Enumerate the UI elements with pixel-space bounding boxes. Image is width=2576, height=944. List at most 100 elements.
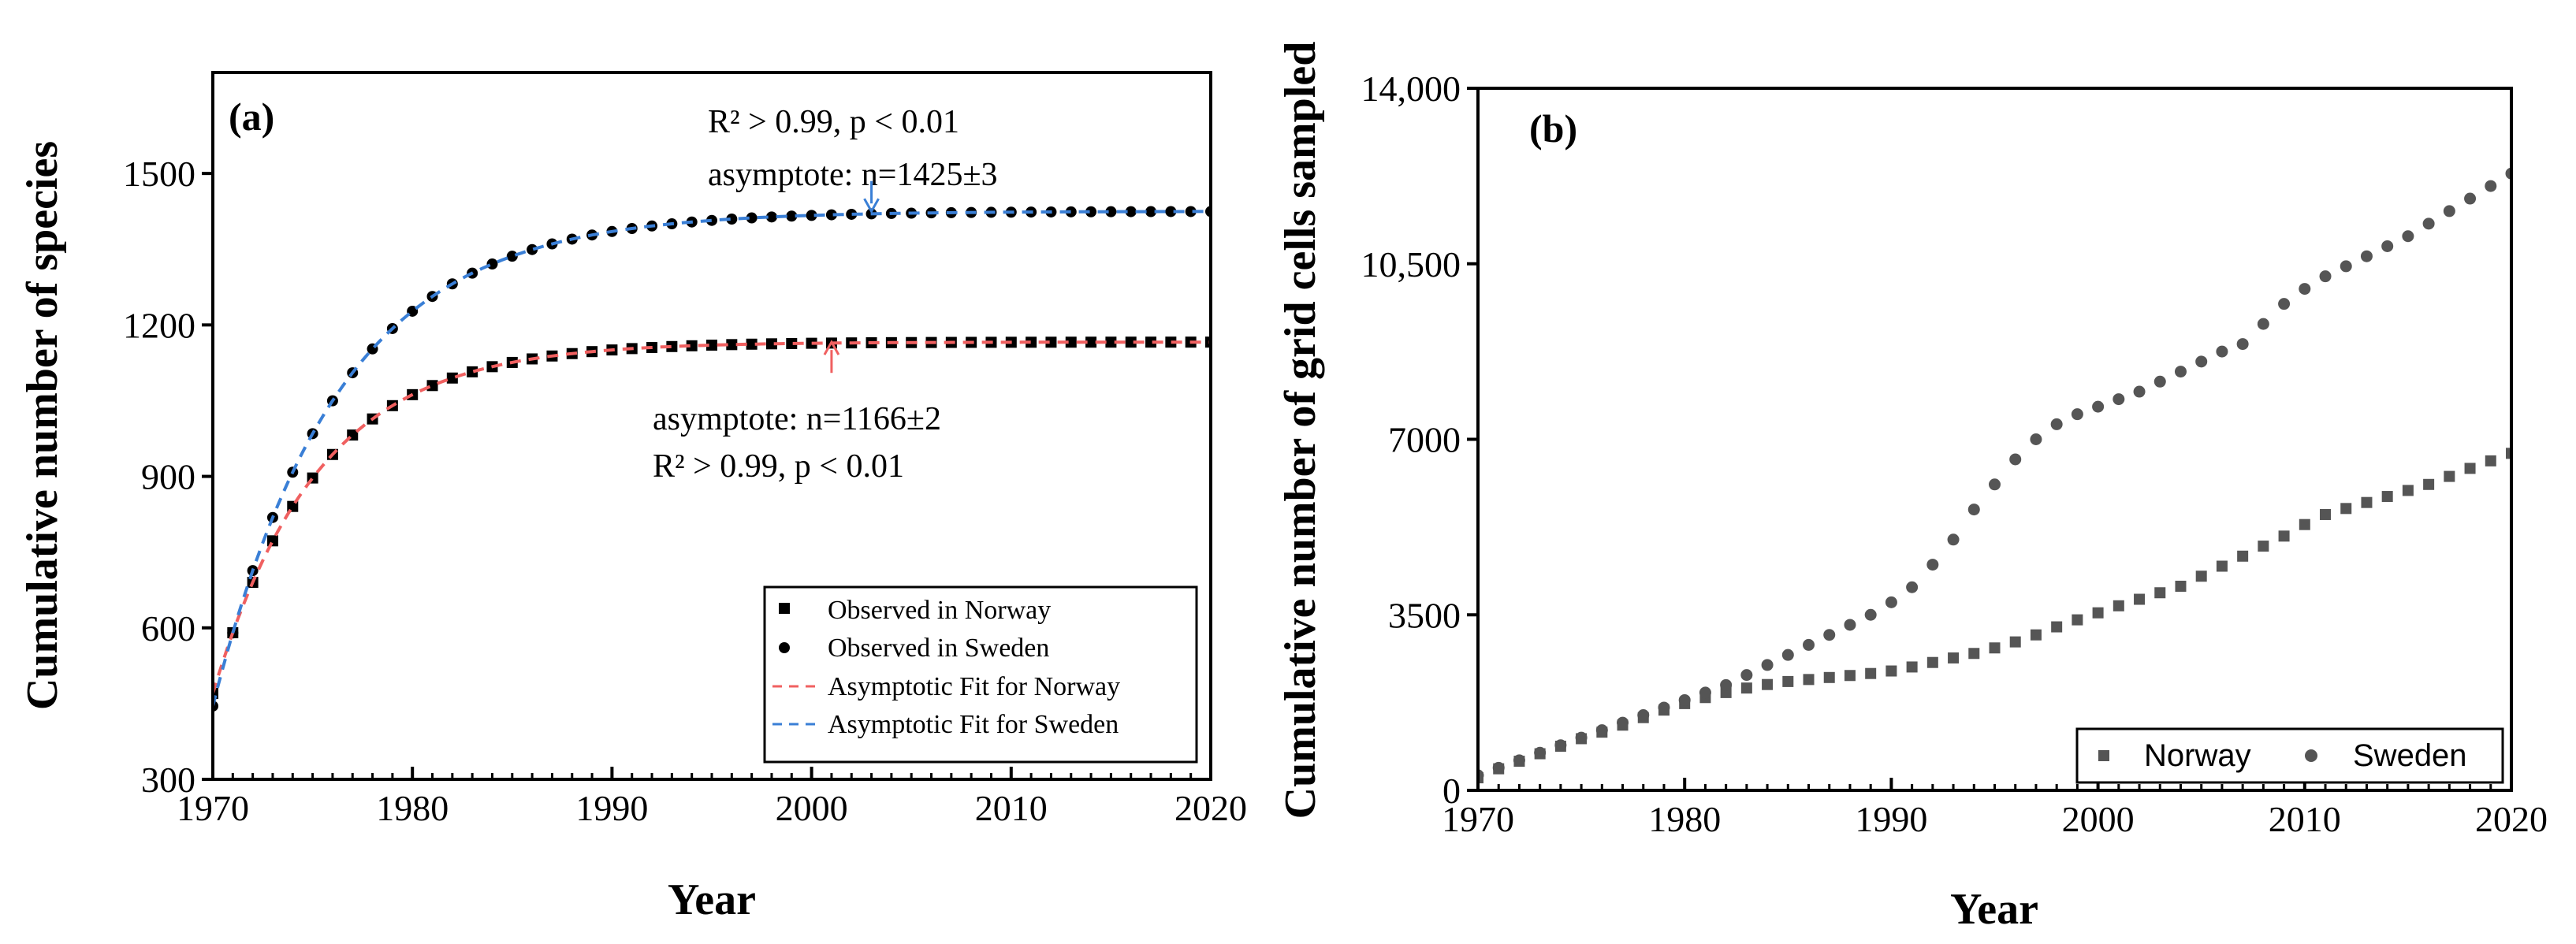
panel-a-y-tick-label: 1500	[123, 154, 195, 194]
sweden-grid-cells-point	[1678, 693, 1691, 706]
norway-grid-cells-point	[2258, 541, 2269, 552]
panel-a-ticks: 1970 1980 1990 2000 2010 2020 300 600 900 1200 150…	[123, 154, 1247, 828]
sweden-grid-cells-point	[2422, 217, 2435, 230]
sweden-observed-point	[1065, 206, 1077, 217]
norway-observed-point	[1205, 336, 1211, 348]
sweden-grid-cells-point	[2195, 355, 2208, 368]
panel-a-axes-frame	[211, 71, 1212, 781]
panel-a-legend-box	[763, 585, 1198, 764]
norway-observed-point	[467, 366, 478, 377]
sweden-grid-cells-point	[1823, 629, 1836, 641]
sweden-fit-line	[213, 210, 1211, 707]
sweden-observed-point	[506, 251, 518, 262]
panel-b-x-tick-label: 2010	[2269, 799, 2341, 839]
sweden-grid-cells-point	[2464, 192, 2477, 205]
panel-b-axes-frame	[1476, 87, 2513, 792]
panel-b-x-tick-label: 1990	[1855, 799, 1927, 839]
sweden-observed-point	[765, 211, 777, 223]
sweden-grid-cells-point	[1947, 533, 1960, 546]
norway-observed-point	[266, 535, 278, 547]
panel-a: 1970 1980 1990 2000 2010 2020 300 600 900 1200 150…	[18, 71, 1247, 924]
panel-a-x-tick-label: 1990	[575, 788, 648, 828]
sweden-grid-cells-point	[2319, 270, 2332, 283]
sweden-grid-cells-point	[1761, 659, 1774, 671]
norway-grid-cells-point	[2506, 448, 2511, 459]
sweden-grid-cells-point	[1534, 746, 1547, 759]
panel-a-x-tick-label: 2000	[776, 788, 848, 828]
panel-a-y-tick-label: 300	[141, 760, 195, 800]
norway-grid-cells-point	[2402, 485, 2414, 496]
norway-observed-point	[1045, 336, 1057, 348]
norway-asymptote-arrow	[823, 340, 840, 374]
sweden-grid-cells-point	[2257, 318, 2269, 330]
panel-b: 1970 1980 1990 2000 2010 2020 0 3500 7000 10,500 1…	[1276, 42, 2548, 934]
norway-grid-cells-point	[2299, 518, 2310, 530]
panel-b-x-tick-label: 2000	[2062, 799, 2135, 839]
sweden-grid-cells-point	[1803, 638, 1815, 651]
panel-a-legend: Observed in Norway Observed in Sweden As…	[763, 585, 1198, 764]
norway-grid-cells-point	[2195, 570, 2207, 582]
sweden-observed-point	[846, 208, 858, 220]
sweden-grid-cells-point	[2340, 260, 2352, 273]
legend-norway-observed-marker	[779, 603, 790, 614]
panel-b-x-axis-title: Year	[1950, 885, 2038, 934]
sweden-grid-cells-point	[1989, 478, 2001, 491]
norway-grid-cells-point	[1803, 674, 1815, 686]
sweden-grid-cells-point	[1926, 559, 1939, 571]
norway-grid-cells-point	[2051, 621, 2063, 633]
norway-grid-cells-point	[2423, 478, 2435, 490]
norway-grid-cells-point	[2216, 560, 2228, 572]
norway-fit-line	[213, 340, 1211, 694]
sweden-grid-cells-point	[1658, 701, 1670, 714]
norway-observed-point	[686, 340, 698, 351]
norway-grid-cells-point	[2361, 496, 2373, 508]
sweden-grid-cells-point	[1554, 739, 1567, 752]
panel-a-label: (a)	[229, 95, 274, 139]
panel-b-x-tick-label: 1970	[1442, 799, 1514, 839]
norway-observed-point	[1085, 336, 1097, 348]
norway-observed-point	[1125, 336, 1137, 348]
norway-observed-point	[1165, 336, 1177, 348]
sweden-grid-cells-point	[2174, 366, 2187, 378]
panel-b-x-tick-label: 1980	[1648, 799, 1721, 839]
sweden-grid-cells-point	[2278, 298, 2291, 310]
sweden-grid-cells-point	[2443, 205, 2455, 217]
panel-a-y-axis-title: Cumulative number of species	[18, 141, 67, 710]
legend-norway: Norway	[2144, 738, 2251, 773]
sweden-grid-cells-point	[2153, 375, 2166, 388]
sweden-grid-cells-point	[1864, 608, 1877, 621]
norway-grid-cells-point	[1823, 671, 1835, 683]
norway-observed-point	[765, 338, 777, 350]
sweden-asymptote-arrow	[863, 180, 880, 214]
sweden-observed-point	[1085, 206, 1097, 217]
panel-a-x-tick-label: 1980	[376, 788, 449, 828]
legend-norway-observed: Observed in Norway	[828, 596, 1051, 625]
norway-grid-cells-point	[2340, 503, 2352, 515]
norway-grid-cells-point	[1989, 642, 2001, 654]
norway-observed-point	[706, 339, 717, 351]
panel-b-plot-area	[1478, 167, 2511, 784]
sweden-observed-point	[527, 243, 538, 255]
norway-grid-cells-point	[1926, 656, 1938, 668]
norway-grid-cells-point	[1782, 675, 1794, 687]
norway-grid-cells-point	[2320, 508, 2332, 520]
sweden-observed-point	[1105, 206, 1117, 217]
norway-grid-cells-point	[2237, 550, 2249, 562]
norway-grid-cells-point	[1948, 652, 1960, 663]
norway-grid-cells-point	[2381, 491, 2393, 503]
norway-observed-point	[446, 372, 458, 384]
sweden-grid-cells-point	[2216, 345, 2228, 358]
norway-grid-cells-point	[1740, 682, 1752, 694]
legend-sweden-observed: Observed in Sweden	[828, 634, 1049, 663]
panel-a-y-tick-label: 900	[141, 457, 195, 497]
panel-b-legend: Norway Sweden	[2075, 727, 2504, 784]
sweden-observed-point	[1125, 206, 1137, 217]
panel-b-legend-box	[2075, 727, 2504, 784]
norway-observed-point	[746, 338, 758, 350]
norway-observed-point	[726, 339, 738, 351]
sweden-grid-cells-point	[2236, 338, 2249, 351]
sweden-grid-cells-point	[1740, 669, 1753, 682]
sweden-observed-point	[786, 210, 798, 222]
norway-observed-point	[1145, 336, 1157, 348]
